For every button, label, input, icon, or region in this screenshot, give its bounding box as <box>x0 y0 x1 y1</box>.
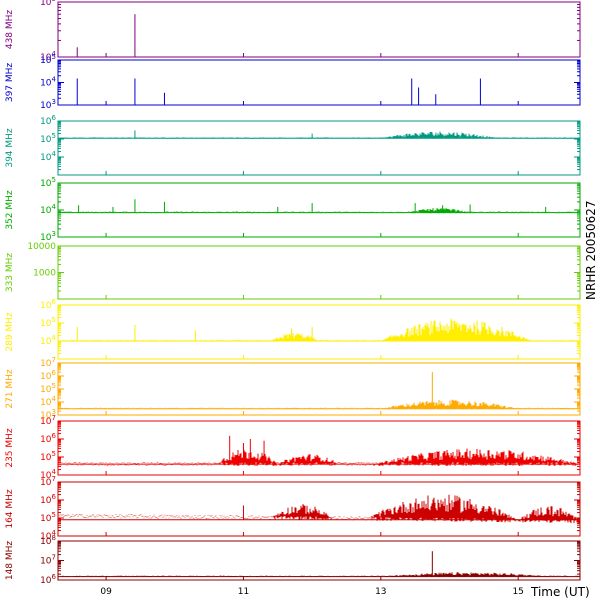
y-tick-label: 106 <box>40 114 56 127</box>
panel-p148: 106 107 108 148 MHz <box>5 534 581 586</box>
panel-frame <box>57 1 581 58</box>
y-tick-label: 104 <box>40 468 56 481</box>
y-tick-label: 104 <box>40 76 56 89</box>
y-tick-label: 106 <box>40 432 56 445</box>
panel-label: 148 MHz <box>5 541 15 581</box>
y-tick-label: 106 <box>40 369 56 382</box>
y-tick-label: 103 <box>40 230 56 243</box>
signal-trace <box>58 318 580 342</box>
y-tick-label: 106 <box>40 493 56 506</box>
y-tick-label: 107 <box>40 414 56 427</box>
x-axis: 09 11 13 15 <box>100 587 524 597</box>
panel-label: 397 MHz <box>5 63 15 103</box>
y-tick-label: 103 <box>40 408 56 421</box>
panel-p235: 104 105 106 107 235 MHz <box>5 414 581 481</box>
y-tick-label: 105 <box>40 511 56 524</box>
panel-frame <box>57 182 581 238</box>
panel-p164: 104 105 106 107 164 MHz <box>5 475 581 542</box>
panel-frame <box>57 120 581 176</box>
panel-p438: 104105438 MHz <box>5 0 581 63</box>
y-tick-label: 105 <box>40 450 56 463</box>
panel-label: 164 MHz <box>5 489 15 529</box>
panel-label: 352 MHz <box>5 190 15 230</box>
y-tick-label: 105 <box>40 176 56 189</box>
x-tick-label: 11 <box>238 587 249 597</box>
y-tick-label: 105 <box>40 382 56 395</box>
x-tick-label: 13 <box>375 587 386 597</box>
y-tick-label: 104 <box>40 334 56 347</box>
x-tick-label: 15 <box>512 587 523 597</box>
y-tick-label: 104 <box>40 150 56 163</box>
panel-label: 394 MHz <box>5 128 15 168</box>
panel-frame <box>57 59 581 106</box>
y-tick-label: 103 <box>40 98 56 111</box>
y-tick-label: 104 <box>40 395 56 408</box>
station-date-label: NRHR 20050627 <box>584 200 598 300</box>
y-tick-label: 105 <box>40 0 56 8</box>
panel-label: 333 MHz <box>5 253 15 293</box>
signal-trace <box>58 399 580 410</box>
panel-frame <box>57 420 581 476</box>
panel-label: 271 MHz <box>5 369 15 409</box>
panel-p394: 104 105 106 394 MHz <box>5 114 581 176</box>
panel-p333: 1000 10000 333 MHz <box>5 242 581 300</box>
signal-trace <box>58 494 580 524</box>
y-tick-label: 106 <box>40 573 56 586</box>
panel-frame <box>57 362 581 416</box>
y-tick-label: 1000 <box>33 269 56 279</box>
y-tick-label: 108 <box>40 534 56 547</box>
panel-label: 235 MHz <box>5 428 15 468</box>
y-tick-label: 107 <box>40 554 56 567</box>
panel-p289: 104 105 106 289 MHz <box>5 298 581 360</box>
y-tick-label: 104 <box>40 50 56 63</box>
y-tick-label: 10000 <box>27 242 56 252</box>
y-tick-label: 107 <box>40 356 56 369</box>
panel-frame <box>57 245 581 300</box>
panel-label: 438 MHz <box>5 10 15 50</box>
panel-frame <box>57 540 581 581</box>
y-tick-label: 105 <box>40 53 56 66</box>
y-tick-label: 104 <box>40 203 56 216</box>
y-tick-label: 106 <box>40 298 56 311</box>
x-tick-label: 09 <box>100 587 112 597</box>
y-tick-label: 107 <box>40 475 56 488</box>
signal-trace <box>58 448 580 466</box>
panel-frame <box>57 481 581 537</box>
panel-label: 289 MHz <box>5 312 15 352</box>
signal-trace <box>58 131 580 139</box>
y-tick-label: 104 <box>40 529 56 542</box>
y-tick-label: 105 <box>40 316 56 329</box>
x-axis-label: Time (UT) <box>530 585 590 599</box>
y-tick-label: 105 <box>40 132 56 145</box>
panel-p352: 103 104 105 352 MHz <box>5 176 581 243</box>
